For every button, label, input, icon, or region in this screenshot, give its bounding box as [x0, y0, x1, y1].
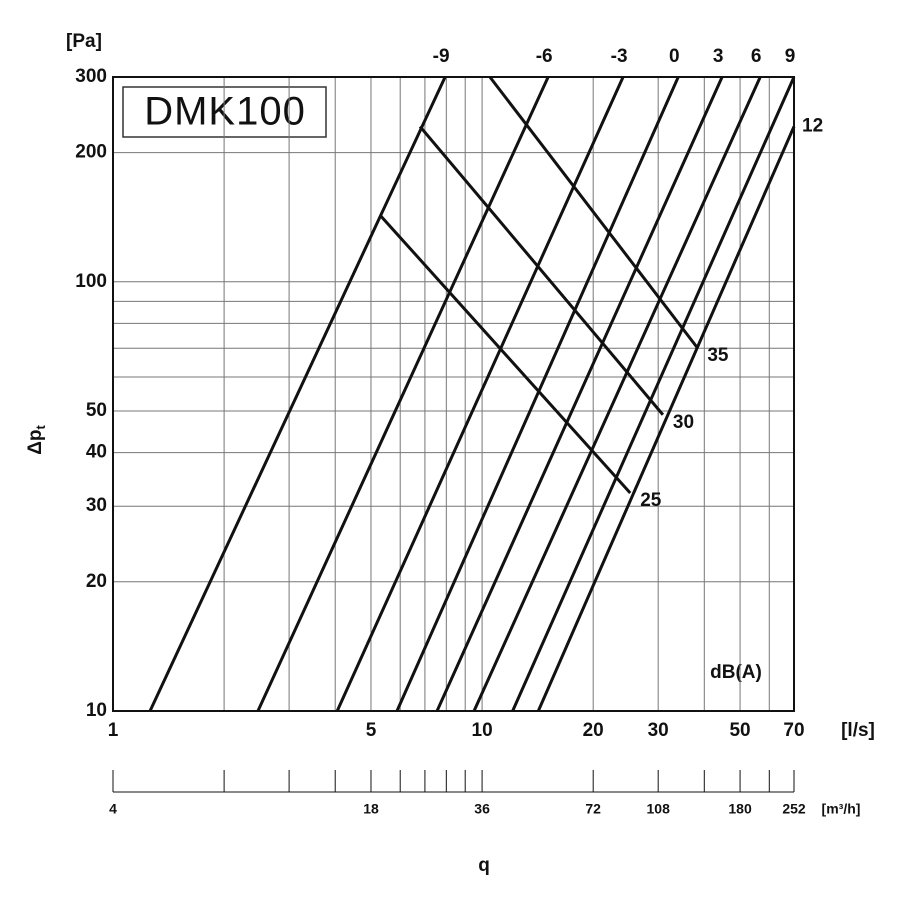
setting-line: [335, 76, 625, 712]
noise-label: dB(A): [710, 662, 762, 683]
y-unit: [Pa]: [66, 31, 102, 52]
x2-tick-label: 180: [728, 801, 752, 817]
y-label-main: Δp: [25, 430, 46, 455]
y-label: Δpt: [25, 425, 48, 455]
y-label-group: Δpt: [25, 425, 48, 455]
y-tick-label: 20: [86, 571, 107, 592]
setting-line: [395, 76, 680, 712]
series-label: -3: [611, 46, 628, 67]
series-label: -9: [433, 46, 450, 67]
series-label: 35: [707, 345, 729, 366]
y-tick-label: 200: [75, 142, 107, 163]
setting-line: [435, 76, 724, 712]
noise-line: [488, 76, 699, 349]
y-tick-label: 300: [75, 66, 107, 87]
x-tick-label: 30: [648, 720, 669, 741]
series-label: 9: [785, 46, 796, 67]
setting-line: [256, 76, 550, 712]
y-tick-label: 50: [86, 400, 107, 421]
plot-frame: [112, 76, 795, 712]
y-tick-label: 100: [75, 271, 107, 292]
y-label-sub: t: [33, 425, 48, 430]
y-tick-label: 40: [86, 442, 107, 463]
setting-line: [511, 76, 796, 712]
x2-unit: [m³/h]: [822, 801, 861, 817]
x-tick-label: 1: [108, 720, 119, 741]
x2-tick-label: 4: [109, 801, 117, 817]
x-tick-label: 10: [472, 720, 493, 741]
series-label: 3: [713, 46, 724, 67]
chart-title: DMK100: [144, 90, 306, 134]
x-unit: [l/s]: [841, 720, 875, 741]
x-tick-label: 20: [583, 720, 604, 741]
x2-tick-label: 108: [647, 801, 671, 817]
series-label: -6: [536, 46, 553, 67]
x2-tick-label: 18: [363, 801, 379, 817]
x-tick-label: 50: [729, 720, 750, 741]
series-label: 25: [640, 490, 662, 511]
x2-tick-label: 36: [474, 801, 490, 817]
series-label: 6: [751, 46, 762, 67]
noise-line: [418, 125, 665, 416]
setting-line: [472, 76, 762, 712]
x2-tick-label: 72: [585, 801, 601, 817]
x2-tick-label: 252: [782, 801, 806, 817]
y-tick-label: 30: [86, 495, 107, 516]
setting-line: [148, 76, 447, 712]
series-label: 12: [802, 116, 823, 137]
noise-line: [378, 214, 632, 495]
y-tick-label: 10: [86, 700, 107, 721]
x-tick-label: 70: [783, 720, 804, 741]
series-label: 30: [673, 412, 694, 433]
series-label: 0: [669, 46, 680, 67]
x-tick-label: 5: [366, 720, 377, 741]
x-label: q: [478, 855, 490, 876]
setting-line: [536, 125, 796, 712]
